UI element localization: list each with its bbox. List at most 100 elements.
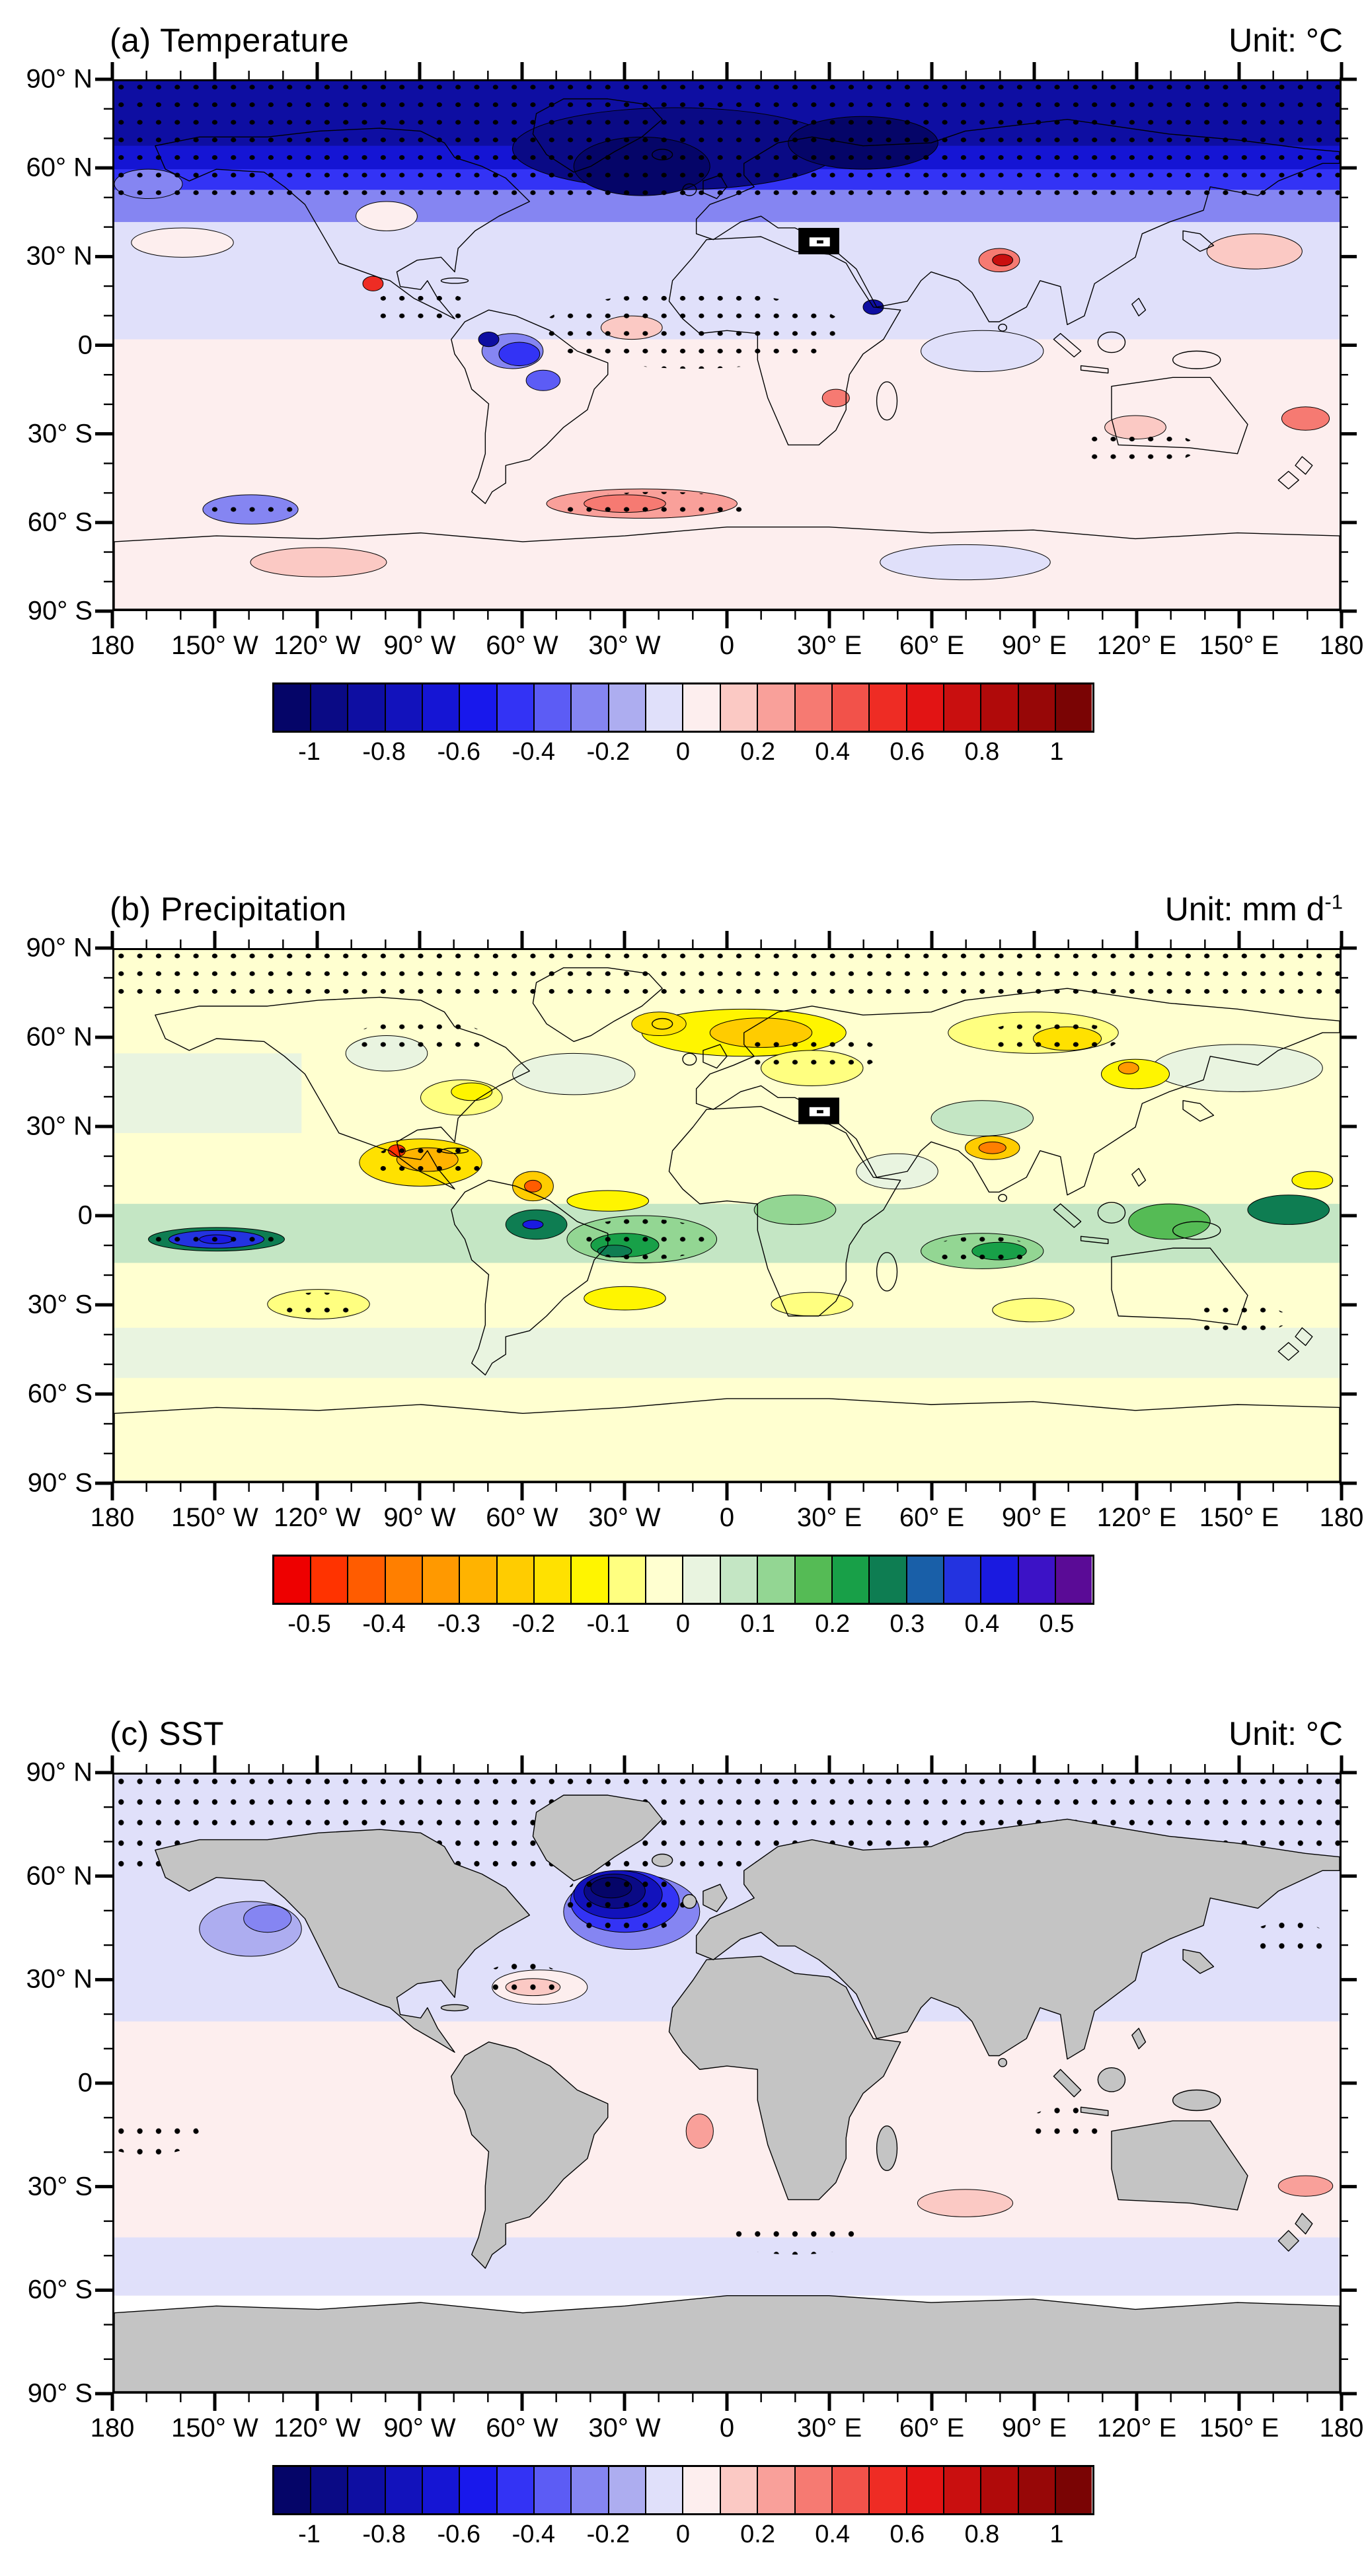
x-tick-label: 90° W bbox=[383, 2413, 456, 2443]
x-tick-label: 90° E bbox=[1001, 2413, 1067, 2443]
colorbar-cell bbox=[274, 684, 310, 731]
y-tick-label: 90° N bbox=[26, 1757, 93, 1787]
y-tick-label: 30° N bbox=[26, 241, 93, 271]
y-tick-label: 90° S bbox=[27, 1468, 93, 1498]
y-tick-label: 60° N bbox=[26, 1861, 93, 1891]
coastline-britain bbox=[703, 175, 727, 199]
coastline-new-zealand-north bbox=[1295, 1328, 1312, 1346]
colorbar-tick-label: 0.8 bbox=[964, 2521, 1000, 2548]
anomaly-feature bbox=[356, 202, 418, 231]
coastline-java bbox=[1081, 366, 1108, 373]
x-tick-label: 60° W bbox=[486, 1503, 558, 1532]
map-plot bbox=[112, 948, 1342, 1483]
colorbar-cell bbox=[942, 2467, 981, 2513]
colorbar-cell bbox=[980, 2467, 1018, 2513]
colorbar-cell bbox=[533, 1557, 571, 1603]
colorbar-cell bbox=[831, 2467, 869, 2513]
axis-ticks-top bbox=[110, 1755, 1344, 1773]
anomaly-feature bbox=[1153, 1045, 1323, 1091]
stipple-overlay bbox=[982, 1021, 1119, 1056]
colorbar-cell bbox=[421, 684, 459, 731]
colorbar-cell bbox=[459, 684, 496, 731]
x-tick-label: 120° W bbox=[274, 2413, 361, 2443]
x-tick-label: 180 bbox=[90, 2413, 135, 2443]
colorbar-cell bbox=[757, 2467, 794, 2513]
stipple-overlay bbox=[373, 1142, 482, 1183]
x-tick-label: 150° E bbox=[1199, 1503, 1279, 1532]
colorbar-cell bbox=[347, 2467, 385, 2513]
anomaly-feature bbox=[1292, 1171, 1333, 1189]
coastline-antarctica bbox=[114, 1399, 1340, 1481]
y-tick-label: 0 bbox=[77, 2068, 93, 2098]
black-square-marker bbox=[798, 1097, 839, 1124]
coastline-borneo bbox=[1098, 1202, 1125, 1223]
anomaly-feature bbox=[1248, 1195, 1330, 1225]
x-tick-label: 120° E bbox=[1096, 2413, 1177, 2443]
panel-header: (c) SST Unit: °C bbox=[0, 1697, 1343, 1753]
axis-ticks-right bbox=[1340, 1771, 1357, 2396]
coastline-ireland bbox=[683, 1895, 697, 1909]
y-tick-label: 30° S bbox=[27, 1290, 93, 1319]
coastline-australia bbox=[1112, 2121, 1248, 2210]
colorbar-cell bbox=[607, 684, 646, 731]
anomaly-feature bbox=[1118, 1062, 1139, 1074]
colorbar-cell bbox=[757, 684, 794, 731]
x-tick-label: 60° E bbox=[899, 2413, 965, 2443]
map-area: 90° N 60° N 30° N 0 30° S 60° S 90° S bbox=[26, 1755, 1357, 2411]
panel-c-sst: (c) SST Unit: °C 90° N 60° N 30° N 0 30° S 60… bbox=[0, 1697, 1366, 2556]
coastline-iceland bbox=[652, 149, 673, 160]
stipple-overlay bbox=[482, 1963, 564, 1998]
colorbar-cell bbox=[645, 684, 683, 731]
y-tick-label: 60° N bbox=[26, 1022, 93, 1052]
colorbar-tick-label: 0.3 bbox=[890, 1610, 925, 1638]
axis-ticks-left bbox=[95, 1771, 112, 2396]
stipple-overlay bbox=[1186, 1304, 1289, 1334]
panel-title: (c) SST bbox=[110, 1715, 224, 1752]
colorbar-cell bbox=[274, 2467, 310, 2513]
colorbar-cell bbox=[309, 1557, 348, 1603]
x-tick-label: 60° W bbox=[486, 2413, 558, 2443]
coastline-greenland bbox=[533, 99, 662, 172]
colorbar-tick-label: 0.4 bbox=[964, 1610, 1000, 1638]
coastline-new-zealand-north bbox=[1295, 2213, 1312, 2234]
anomaly-feature bbox=[921, 330, 1043, 371]
stipple-overlay bbox=[114, 2114, 200, 2155]
y-tick-label: 60° S bbox=[27, 507, 93, 537]
colorbar-cell bbox=[459, 1557, 496, 1603]
x-tick-label: 90° E bbox=[1001, 631, 1067, 660]
x-tick-label: 30° E bbox=[796, 1503, 862, 1532]
colorbar-cell bbox=[347, 1557, 385, 1603]
x-tick-label: 150° W bbox=[171, 1503, 258, 1532]
axis-ticks-bottom bbox=[110, 2394, 1344, 2411]
anomaly-feature bbox=[1129, 1204, 1211, 1239]
colorbar-tick-label: -0.4 bbox=[512, 738, 556, 766]
x-tick-label: 30° W bbox=[588, 631, 661, 660]
anomaly-feature bbox=[856, 1154, 938, 1189]
colorbar-cell bbox=[719, 2467, 757, 2513]
colorbar-cell bbox=[794, 1557, 831, 1603]
panel-header: (b) Precipitation Unit: mm d-1 bbox=[0, 873, 1343, 928]
y-tick-label: 90° N bbox=[26, 64, 93, 94]
colorbar-cell bbox=[384, 1557, 422, 1603]
x-tick-label: 30° E bbox=[796, 2413, 862, 2443]
axis-ticks-right bbox=[1340, 77, 1357, 613]
x-axis-labels: 180 150° W 120° W 90° W 60° W 30° W 0 30° E 60° … bbox=[91, 2413, 1364, 2452]
x-tick-label: 180 bbox=[90, 631, 135, 660]
x-axis-labels: 180 150° W 120° W 90° W 60° W 30° W 0 30° E 60° … bbox=[91, 631, 1364, 669]
stipple-overlay bbox=[278, 1292, 360, 1316]
colorbar-cell bbox=[682, 1557, 720, 1603]
colorbar-cell bbox=[645, 2467, 683, 2513]
y-tick-label: 90° S bbox=[27, 596, 93, 626]
y-tick-label: 0 bbox=[77, 330, 93, 359]
unit-value: mm d bbox=[1242, 891, 1325, 928]
x-tick-label: 90° W bbox=[383, 631, 456, 660]
colorbar-cell bbox=[421, 1557, 459, 1603]
x-tick-label: 90° W bbox=[383, 1503, 456, 1532]
colorbar-tick-label: -0.2 bbox=[586, 2521, 630, 2548]
colorbar-cell bbox=[496, 2467, 534, 2513]
colorbar-tick-label: 0.2 bbox=[740, 738, 775, 766]
colorbar-cell bbox=[309, 2467, 348, 2513]
colorbar-cell bbox=[719, 684, 757, 731]
colorbar-tick-label: -0.6 bbox=[437, 2521, 480, 2548]
coastline-iceland bbox=[652, 1019, 673, 1029]
